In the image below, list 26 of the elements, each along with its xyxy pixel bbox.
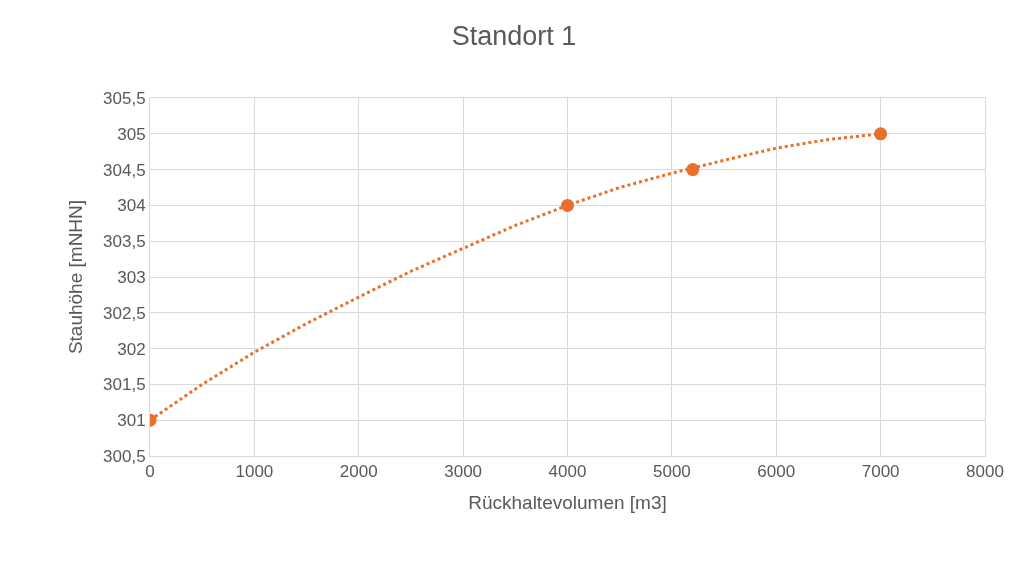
x-tick-label: 1000 xyxy=(235,462,274,482)
chart-title: Standort 1 xyxy=(451,20,577,51)
y-axis-title: Stauhöhe [mNHN] xyxy=(64,199,86,355)
x-tick-label: 5000 xyxy=(652,462,691,482)
y-tick-label: 303 xyxy=(117,267,146,287)
y-tick-label: 305,5 xyxy=(103,88,146,108)
y-tick-label: 301 xyxy=(117,411,146,431)
y-tick-label: 303,5 xyxy=(103,232,146,252)
x-tick-label: 4000 xyxy=(548,462,587,482)
y-tick-label: 301,5 xyxy=(103,375,146,395)
x-tick-label: 2000 xyxy=(339,462,378,482)
x-tick-label: 0 xyxy=(145,462,155,482)
x-tick-label: 3000 xyxy=(444,462,483,482)
x-tick-label: 7000 xyxy=(861,462,900,482)
y-tick-label: 302 xyxy=(117,339,146,359)
y-tick-label: 304 xyxy=(117,196,146,216)
y-tick-label: 305 xyxy=(117,124,146,144)
y-tick-label: 302,5 xyxy=(103,303,146,323)
x-tick-label: 8000 xyxy=(966,462,1004,482)
y-tick-label: 300,5 xyxy=(103,446,146,466)
point xyxy=(686,163,700,177)
x-axis-title: Rückhaltevolumen [m3] xyxy=(468,492,667,514)
x-tick-label: 6000 xyxy=(757,462,796,482)
point xyxy=(874,127,888,141)
y-tick-label: 304,5 xyxy=(103,160,146,180)
point xyxy=(561,198,574,212)
